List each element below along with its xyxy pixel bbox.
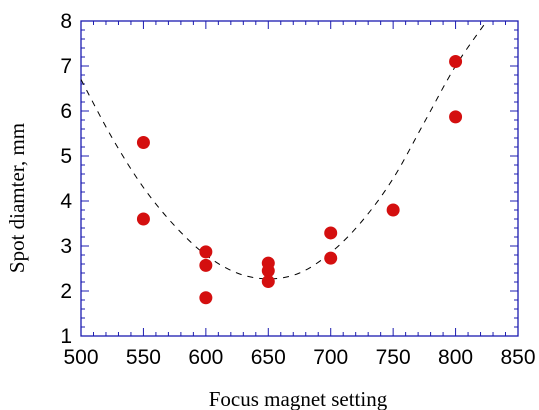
x-tick-label: 700 [313,346,348,369]
data-point [324,251,338,265]
major-ticks [80,20,519,337]
data-point [199,291,213,305]
data-point [449,55,463,68]
y-tick-label: 7 [60,55,72,78]
y-tick-label: 1 [60,325,72,348]
data-point [136,212,150,226]
data-point [449,110,463,124]
x-tick-label: 750 [376,346,411,369]
x-tick-label: 550 [126,346,161,369]
x-tick-label: 600 [188,346,223,369]
data-point [324,226,338,240]
y-tick-label: 2 [60,280,72,303]
x-tick-label: 800 [438,346,473,369]
y-axis-title: Spot diamter, mm [5,123,29,273]
data-point [199,258,213,272]
data-point [261,264,275,278]
y-tick-label: 4 [60,190,72,213]
fit-curve [80,20,488,280]
y-tick-label: 3 [60,235,72,258]
data-point [136,136,150,149]
data-point [199,245,213,259]
data-points [136,55,463,305]
minor-ticks [81,21,518,336]
x-tick-label: 850 [500,346,535,369]
y-tick-labels: 1 2 3 4 5 6 7 8 [60,10,72,348]
data-point [261,275,275,289]
x-tick-label: 500 [63,346,98,369]
y-tick-label: 6 [60,100,72,123]
x-tick-label: 650 [251,346,286,369]
data-point [386,203,400,217]
y-tick-label: 8 [60,10,72,33]
plot-frame [80,20,519,337]
x-axis-title: Focus magnet setting [209,387,388,410]
y-tick-label: 5 [60,145,72,168]
x-tick-labels: 500 550 600 650 700 750 800 850 [63,346,535,369]
